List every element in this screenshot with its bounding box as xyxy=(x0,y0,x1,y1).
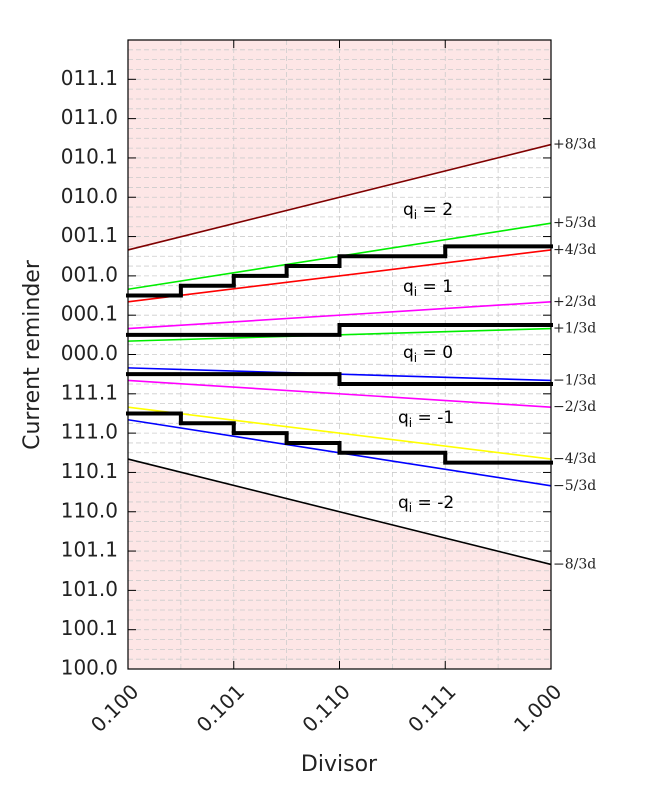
y-tick-label: 010.0 xyxy=(61,184,118,208)
region-label-q: q xyxy=(403,343,414,363)
y-tick-label: 101.1 xyxy=(61,538,118,562)
x-tick-label: 0.101 xyxy=(192,679,249,736)
region-label-text: = 0 xyxy=(417,343,453,363)
region-label-text: = 1 xyxy=(417,277,453,297)
y-tick-label: 011.1 xyxy=(61,66,118,90)
y-tick-label: 101.0 xyxy=(61,577,118,601)
y-tick-label: 000.1 xyxy=(61,302,118,326)
line-label: +1/3d xyxy=(553,321,596,337)
line-label: −1/3d xyxy=(553,372,596,388)
region-label-sub: i xyxy=(414,285,417,299)
x-tick-label: 0.110 xyxy=(297,679,354,736)
line-label: +4/3d xyxy=(553,242,596,258)
x-tick-label: 1.000 xyxy=(509,679,566,736)
region-label-q: q xyxy=(398,408,409,428)
line-label: +2/3d xyxy=(553,294,596,310)
region-label: qi = -1 xyxy=(398,408,454,430)
x-axis-title: Divisor xyxy=(301,752,378,777)
y-tick-label: 110.0 xyxy=(61,498,118,522)
line xyxy=(127,249,552,303)
region-label-q: q xyxy=(403,277,414,297)
x-tick-label: 0.111 xyxy=(403,679,460,736)
line xyxy=(127,458,552,566)
y-tick-label: 001.0 xyxy=(61,262,118,286)
region-label-text: = 2 xyxy=(417,200,453,220)
y-tick-label: 111.1 xyxy=(61,380,118,404)
y-tick-label: 000.0 xyxy=(61,341,118,365)
y-tick-label: 110.1 xyxy=(61,459,118,483)
line-label: −4/3d xyxy=(553,451,596,467)
region-label-text: = -1 xyxy=(412,408,454,428)
region-label-sub: i xyxy=(409,416,412,430)
y-tick-label: 001.1 xyxy=(61,223,118,247)
line-label: −5/3d xyxy=(553,478,596,494)
region-label-q: q xyxy=(398,493,409,513)
region-label: qi = 2 xyxy=(403,200,453,222)
region-label: qi = 1 xyxy=(403,277,453,299)
y-tick-label: 111.0 xyxy=(61,420,118,444)
region-label-q: q xyxy=(403,200,414,220)
line xyxy=(127,143,552,251)
line-label: −8/3d xyxy=(553,556,596,572)
x-tick-label: 0.100 xyxy=(86,679,143,736)
region-label-sub: i xyxy=(409,501,412,515)
line-label: +5/3d xyxy=(553,215,596,231)
y-tick-label: 100.0 xyxy=(61,656,118,680)
line xyxy=(127,301,552,330)
y-axis-title: Current reminder xyxy=(20,259,45,450)
line-label: −2/3d xyxy=(553,399,596,415)
region-label: qi = -2 xyxy=(398,493,454,515)
region-label: qi = 0 xyxy=(403,343,453,365)
region-label-sub: i xyxy=(414,351,417,365)
plot-frame xyxy=(127,39,552,670)
line xyxy=(127,406,552,460)
line-label: +8/3d xyxy=(553,137,596,153)
y-tick-label: 100.1 xyxy=(61,616,118,640)
y-tick-label: 011.0 xyxy=(61,105,118,129)
line xyxy=(127,379,552,408)
y-tick-label: 010.1 xyxy=(61,144,118,168)
region-label-text: = -2 xyxy=(412,493,454,513)
region-label-sub: i xyxy=(414,208,417,222)
